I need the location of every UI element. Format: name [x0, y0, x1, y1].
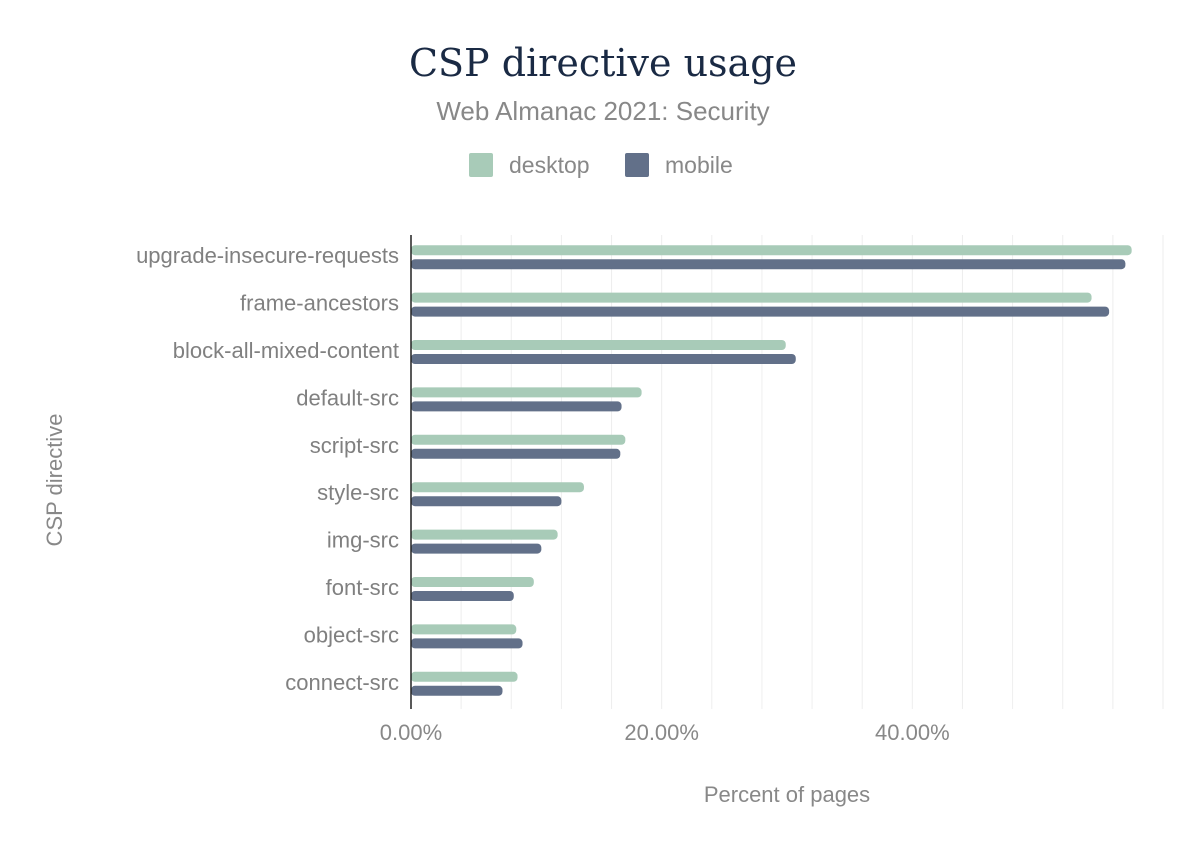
x-tick-label: 40.00% — [875, 720, 950, 745]
bar-mobile-frame-ancestors — [411, 306, 1110, 317]
bar-desktop-frame-ancestors — [411, 292, 1092, 303]
x-tick-label: 0.00% — [380, 720, 442, 745]
category-label-object-src: object-src — [304, 622, 399, 647]
bar-mobile-upgrade-insecure-requests — [411, 259, 1126, 270]
category-label-img-src: img-src — [327, 528, 399, 553]
category-label-connect-src: connect-src — [285, 670, 399, 695]
bar-mobile-img-src — [411, 543, 542, 554]
category-label-block-all-mixed-content: block-all-mixed-content — [173, 338, 399, 363]
bar-desktop-object-src — [411, 624, 517, 635]
category-label-frame-ancestors: frame-ancestors — [240, 291, 399, 316]
bar-mobile-default-src — [411, 401, 622, 412]
x-axis-title: Percent of pages — [704, 782, 870, 807]
category-label-font-src: font-src — [326, 575, 399, 600]
category-labels: upgrade-insecure-requests frame-ancestors… — [136, 243, 399, 695]
category-label-script-src: script-src — [310, 433, 399, 458]
x-tick-label: 20.00% — [624, 720, 699, 745]
bar-mobile-script-src — [411, 448, 621, 459]
bar-desktop-upgrade-insecure-requests — [411, 245, 1132, 256]
legend: desktop mobile — [469, 152, 733, 178]
chart-subtitle: Web Almanac 2021: Security — [436, 96, 769, 126]
bar-desktop-block-all-mixed-content — [411, 340, 786, 350]
bars — [411, 245, 1132, 696]
bar-desktop-script-src — [411, 434, 626, 445]
grid — [460, 235, 1164, 709]
bar-desktop-img-src — [411, 529, 558, 540]
bar-mobile-font-src — [411, 591, 514, 601]
category-label-style-src: style-src — [317, 480, 399, 505]
bar-mobile-object-src — [411, 638, 523, 649]
chart-title: CSP directive usage — [409, 41, 797, 85]
bar-mobile-style-src — [411, 496, 562, 507]
legend-label-desktop: desktop — [509, 152, 590, 178]
bar-mobile-block-all-mixed-content — [411, 354, 796, 364]
category-label-upgrade-insecure-requests: upgrade-insecure-requests — [136, 243, 399, 268]
bar-desktop-default-src — [411, 387, 642, 398]
y-axis-title: CSP directive — [42, 414, 67, 547]
legend-swatch-mobile — [625, 153, 649, 177]
bar-desktop-connect-src — [411, 671, 518, 682]
bar-desktop-font-src — [411, 577, 534, 587]
legend-label-mobile: mobile — [665, 152, 733, 178]
x-tick-labels: 0.00% 20.00% 40.00% — [380, 720, 950, 745]
bar-mobile-connect-src — [411, 685, 503, 696]
legend-swatch-desktop — [469, 153, 493, 177]
category-label-default-src: default-src — [296, 385, 399, 410]
bar-desktop-style-src — [411, 482, 584, 493]
